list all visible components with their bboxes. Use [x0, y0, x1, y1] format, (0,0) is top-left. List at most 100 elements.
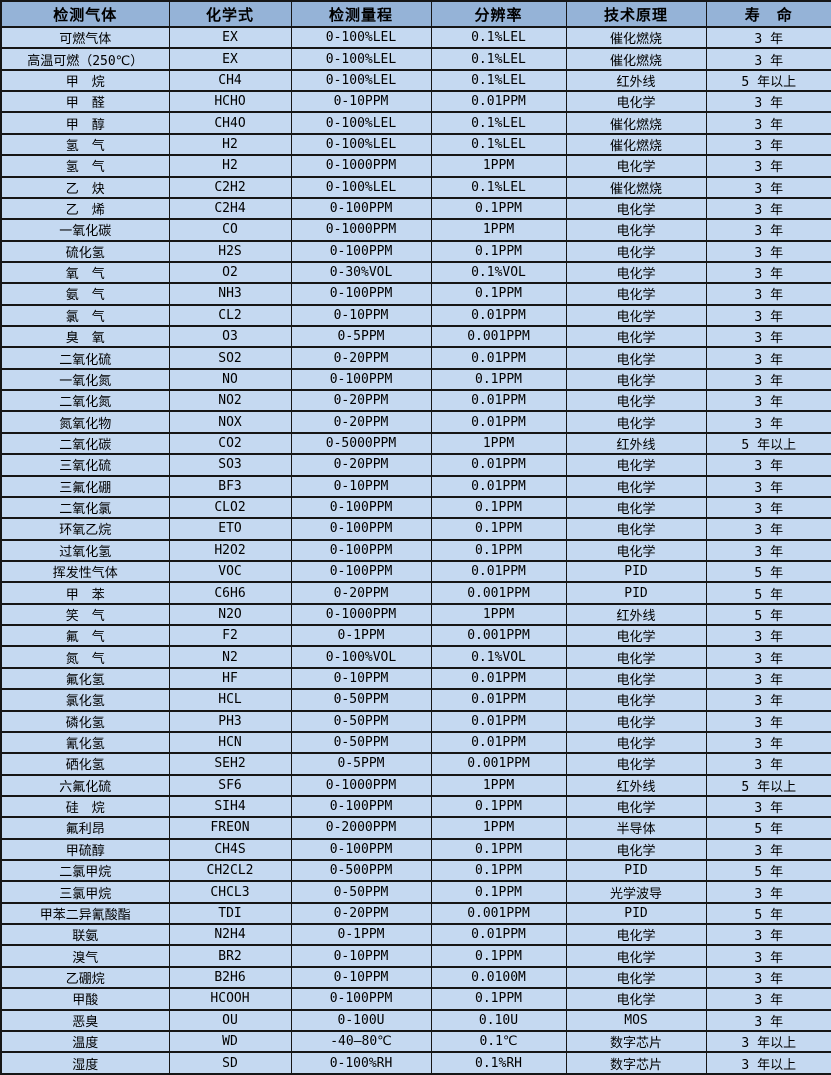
range-cell: 0-100PPM	[290, 495, 432, 520]
range-cell: 0-5PPM	[290, 325, 432, 349]
gas-name-cell: 硅 烷	[0, 794, 170, 819]
gas-name-cell: 联氨	[0, 923, 170, 947]
range-cell: 0-100PPM	[290, 196, 432, 221]
gas-name-cell: 溴气	[0, 944, 170, 968]
range-cell: 0-100U	[290, 1008, 432, 1032]
range-cell: 0-20PPM	[290, 410, 432, 434]
gas-name-cell: 三氟化硼	[0, 474, 170, 498]
formula-cell: CL2	[168, 303, 292, 328]
lifespan-cell: 3 年	[705, 688, 831, 712]
column-header-principle: 技术原理	[565, 0, 707, 28]
lifespan-cell: 3 年以上	[705, 1029, 831, 1054]
range-cell: 0-100%LEL	[290, 68, 432, 93]
gas-name-cell: 氟利昂	[0, 816, 170, 840]
table-row: 硫化氢 H2S 0-100PPM 0.1PPM 电化学 3 年	[0, 239, 831, 263]
gas-name-cell: 高温可燃（250℃）	[0, 47, 170, 71]
gas-name-cell: 三氧化硫	[0, 453, 170, 477]
resolution-cell: 0.1%LEL	[430, 25, 567, 50]
principle-cell: 电化学	[565, 410, 707, 434]
range-cell: 0-20PPM	[290, 389, 432, 413]
table-row: 过氧化氢 H2O2 0-100PPM 0.1PPM 电化学 3 年	[0, 538, 831, 563]
lifespan-cell: 3 年	[705, 325, 831, 349]
formula-cell: VOC	[168, 559, 292, 584]
principle-cell: 电化学	[565, 666, 707, 691]
principle-cell: 电化学	[565, 794, 707, 819]
lifespan-cell: 5 年	[705, 559, 831, 584]
lifespan-cell: 3 年	[705, 645, 831, 669]
gas-name-cell: 过氧化氢	[0, 538, 170, 563]
formula-cell: PH3	[168, 709, 292, 733]
range-cell: 0-100PPM	[290, 794, 432, 819]
lifespan-cell: 3 年	[705, 346, 831, 370]
principle-cell: 电化学	[565, 538, 707, 563]
lifespan-cell: 3 年	[705, 752, 831, 776]
lifespan-cell: 3 年	[705, 218, 831, 242]
gas-name-cell: 乙硼烷	[0, 965, 170, 990]
gas-name-cell: 氢 气	[0, 132, 170, 157]
column-header-resolution: 分辨率	[430, 0, 567, 28]
lifespan-cell: 3 年	[705, 90, 831, 114]
range-cell: 0-1PPM	[290, 624, 432, 648]
resolution-cell: 0.1PPM	[430, 538, 567, 563]
table-row: 甲苯二异氰酸酯 TDI 0-20PPM 0.001PPM PID 5 年	[0, 901, 831, 926]
lifespan-cell: 5 年以上	[705, 431, 831, 456]
principle-cell: 电化学	[565, 944, 707, 968]
resolution-cell: 1PPM	[430, 431, 567, 456]
gas-name-cell: 二氧化硫	[0, 346, 170, 370]
gas-name-cell: 乙 烯	[0, 196, 170, 221]
range-cell: 0-1000PPM	[290, 602, 432, 627]
resolution-cell: 1PPM	[430, 602, 567, 627]
lifespan-cell: 3 年	[705, 965, 831, 990]
range-cell: 0-20PPM	[290, 346, 432, 370]
gas-name-cell: 氨 气	[0, 282, 170, 306]
lifespan-cell: 3 年	[705, 624, 831, 648]
resolution-cell: 0.1℃	[430, 1029, 567, 1054]
gas-name-cell: 一氧化氮	[0, 367, 170, 392]
resolution-cell: 0.1PPM	[430, 367, 567, 392]
table-row: 挥发性气体 VOC 0-100PPM 0.01PPM PID 5 年	[0, 559, 831, 584]
formula-cell: F2	[168, 624, 292, 648]
table-row: 甲酸 HCOOH 0-100PPM 0.1PPM 电化学 3 年	[0, 987, 831, 1011]
resolution-cell: 0.1PPM	[430, 196, 567, 221]
table-row: 溴气 BR2 0-10PPM 0.1PPM 电化学 3 年	[0, 944, 831, 968]
table-row: 可燃气体 EX 0-100%LEL 0.1%LEL 催化燃烧 3 年	[0, 25, 831, 50]
column-header-range: 检测量程	[290, 0, 432, 28]
lifespan-cell: 3 年	[705, 303, 831, 328]
lifespan-cell: 3 年	[705, 154, 831, 178]
resolution-cell: 0.01PPM	[430, 730, 567, 755]
formula-cell: CO	[168, 218, 292, 242]
table-row: 氟利昂 FREON 0-2000PPM 1PPM 半导体 5 年	[0, 816, 831, 840]
table-row: 二氧化碳 CO2 0-5000PPM 1PPM 红外线 5 年以上	[0, 431, 831, 456]
gas-name-cell: 二氯甲烷	[0, 858, 170, 883]
gas-name-cell: 甲酸	[0, 987, 170, 1011]
resolution-cell: 0.1%LEL	[430, 175, 567, 199]
range-cell: 0-1000PPM	[290, 773, 432, 797]
resolution-cell: 0.1%RH	[430, 1051, 567, 1075]
table-row: 甲 苯 C6H6 0-20PPM 0.001PPM PID 5 年	[0, 581, 831, 605]
lifespan-cell: 3 年	[705, 260, 831, 285]
resolution-cell: 0.01PPM	[430, 346, 567, 370]
resolution-cell: 0.1%VOL	[430, 260, 567, 285]
gas-name-cell: 二氧化氮	[0, 389, 170, 413]
table-row: 三氯甲烷 CHCL3 0-50PPM 0.1PPM 光学波导 3 年	[0, 880, 831, 904]
resolution-cell: 1PPM	[430, 773, 567, 797]
range-cell: 0-50PPM	[290, 709, 432, 733]
lifespan-cell: 3 年	[705, 25, 831, 50]
table-row: 温度 WD -40—80℃ 0.1℃ 数字芯片 3 年以上	[0, 1029, 831, 1054]
principle-cell: 电化学	[565, 239, 707, 263]
resolution-cell: 0.001PPM	[430, 581, 567, 605]
table-row: 氟化氢 HF 0-10PPM 0.01PPM 电化学 3 年	[0, 666, 831, 691]
gas-name-cell: 甲 醛	[0, 90, 170, 114]
formula-cell: FREON	[168, 816, 292, 840]
resolution-cell: 0.1PPM	[430, 517, 567, 541]
header-row: 检测气体 化学式 检测量程 分辨率 技术原理寿 命	[0, 0, 831, 28]
principle-cell: 电化学	[565, 987, 707, 1011]
lifespan-cell: 3 年	[705, 923, 831, 947]
range-cell: 0-100PPM	[290, 837, 432, 862]
column-header-lifespan: 寿 命	[705, 0, 831, 28]
range-cell: 0-100PPM	[290, 987, 432, 1011]
lifespan-cell: 3 年	[705, 837, 831, 862]
resolution-cell: 0.1PPM	[430, 880, 567, 904]
principle-cell: 光学波导	[565, 880, 707, 904]
